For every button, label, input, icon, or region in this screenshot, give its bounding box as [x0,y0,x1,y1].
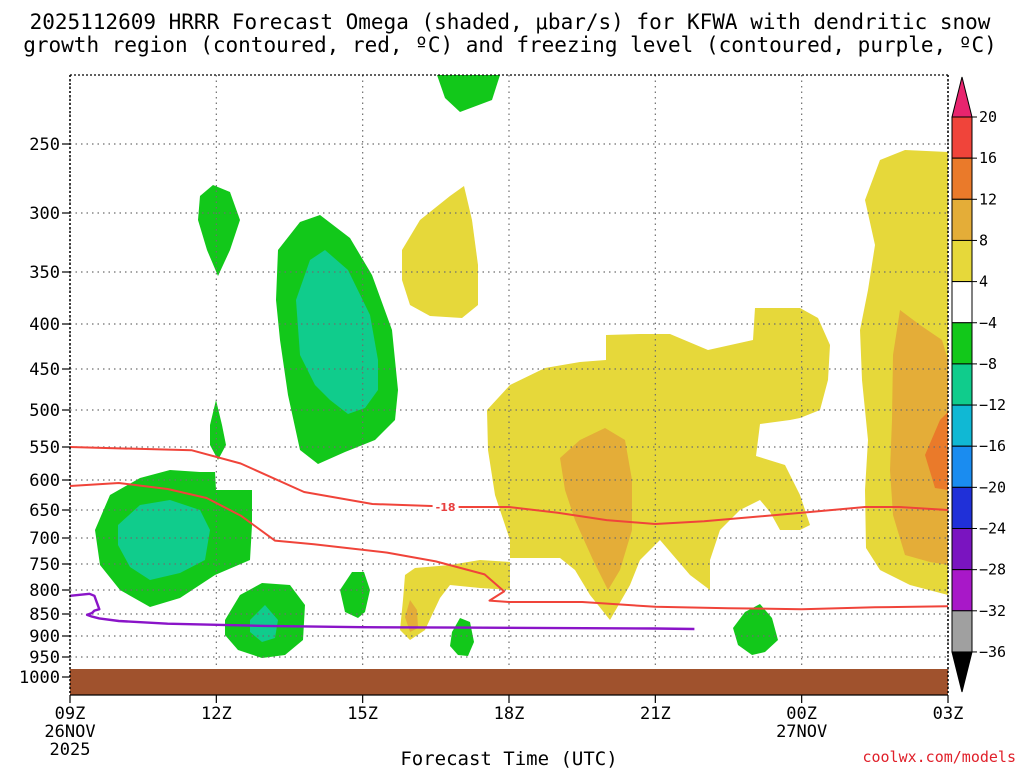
x-tick-label: 03Z [933,704,964,724]
colorbar-label: −28 [979,561,1006,579]
colorbar-segment [951,486,973,530]
omega-region-orange [890,310,948,565]
contour-label-background [432,500,459,513]
colorbar-label: 20 [979,108,997,126]
colorbar-segment [951,445,973,488]
colorbar-label: −24 [979,520,1006,538]
x-tick-date-label: 27NOV [776,722,827,742]
chart-title-line-1: 2025112609 HRRR Forecast Omega (shaded, … [30,10,991,34]
colorbar-segment [951,116,973,159]
omega-region-orange [405,600,418,632]
credit-text: coolwx.com/models [862,748,1016,766]
omega-region-teal [118,500,210,580]
colorbar-segment [951,363,973,406]
colorbar-segment [951,569,973,612]
y-tick-label: 350 [29,263,60,283]
x-axis-label: Forecast Time (UTC) [400,748,617,768]
omega-region-green [198,185,240,276]
omega-shading [95,75,948,658]
omega-region-green [450,618,474,656]
colorbar-label: −20 [979,478,1006,496]
colorbar-bottom-triangle [951,651,973,693]
y-tick-label: 950 [29,648,60,668]
colorbar-segment [951,239,973,283]
y-tick-label: 450 [29,360,60,380]
colorbar-label: −36 [979,643,1006,661]
omega-region-green [210,400,226,460]
y-tick-label: 250 [29,135,60,155]
x-tick-label: 12Z [201,704,232,724]
x-tick-label: 15Z [347,704,378,724]
colorbar-label: −12 [979,396,1006,414]
terrain-band [70,669,948,695]
y-tick-label: 850 [29,605,60,625]
dgz-contour-dgz-lower [69,482,949,611]
y-tick-label: 500 [29,401,60,421]
x-tick-year-label: 2025 [50,740,91,760]
colorbar-label: 8 [979,231,988,249]
y-tick-label: 600 [29,471,60,491]
colorbar-label: −8 [979,355,997,373]
omega-region-yellow [402,186,478,318]
omega-region-orange [560,428,632,590]
y-tick-label: 650 [29,501,60,521]
chart-contours: -18 [69,446,949,631]
omega-region-orange2 [925,412,948,490]
colorbar-segment [951,322,973,365]
x-tick-date-label: 26NOV [44,722,95,742]
colorbar-label: 12 [979,190,997,208]
colorbar-label: 4 [979,273,988,291]
colorbar-label: −32 [979,602,1006,620]
colorbar-label: −4 [979,314,997,332]
contour-label: -18 [436,501,456,514]
omega-region-green [437,75,500,112]
y-tick-label: 800 [29,581,60,601]
omega-region-yellow [487,308,830,620]
omega-region-green [340,572,370,618]
x-tick-label: 00Z [786,704,817,724]
omega-region-teal [296,250,378,414]
colorbar-segment [951,404,973,447]
dgz-contour-dgz-upper [69,446,949,525]
colorbar-label: 16 [979,149,997,167]
colorbar: 20 16 12 8 4 −4 −8 −12 −16 −20 −24 −28 −32 −36 [951,76,1006,693]
chart-title-line-2: growth region (contoured, red, ºC) and f… [23,33,997,57]
colorbar-segment [951,198,973,241]
colorbar-segment [951,610,973,653]
y-tick-label: 400 [29,315,60,335]
x-tick-label: 21Z [640,704,671,724]
omega-region-yellow [400,560,510,640]
y-tick-label: 550 [29,438,60,458]
chart-axes: 2503003504004505005506006507007508008509… [19,74,964,760]
colorbar-segment [951,157,973,200]
y-tick-label: 300 [29,204,60,224]
x-tick-label: 09Z [55,704,86,724]
colorbar-label: −16 [979,437,1006,455]
omega-region-green [733,604,778,655]
colorbar-segment [951,281,973,324]
colorbar-segment [951,528,973,571]
freezing-level-contour [69,592,695,631]
y-tick-label: 750 [29,555,60,575]
y-tick-label: 1000 [19,668,60,688]
y-tick-label: 700 [29,529,60,549]
y-tick-label: 900 [29,627,60,647]
x-tick-label: 18Z [494,704,525,724]
colorbar-top-triangle [951,76,973,118]
